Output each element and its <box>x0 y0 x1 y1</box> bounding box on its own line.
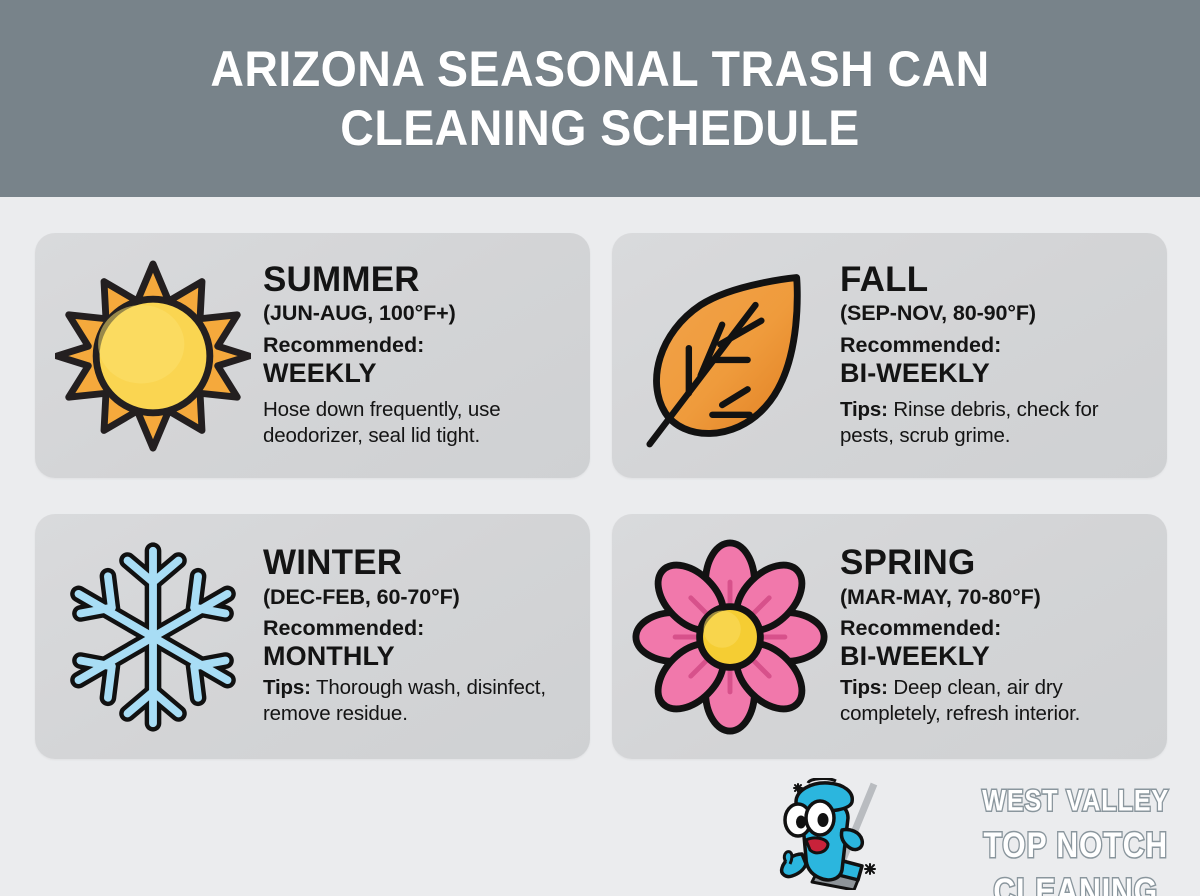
card-text-winter: WINTER (DEC-FEB, 60-70°F) Recommended: M… <box>257 543 574 727</box>
tips-body: Rinse debris, check for pests, scrub gri… <box>840 397 1099 447</box>
card-text-spring: SPRING (MAR-MAY, 70-80°F) Recommended: B… <box>834 543 1151 727</box>
season-card-fall[interactable]: FALL (SEP-NOV, 80-90°F) Recommended: BI-… <box>612 233 1167 478</box>
card-row-top: SUMMER (JUN-AUG, 100°F+) Recommended: WE… <box>35 233 1168 478</box>
recommended-label: Recommended: <box>263 332 425 357</box>
trash-can-mascot-icon <box>762 778 912 890</box>
season-name: FALL <box>840 259 929 299</box>
recommended-frequency: MONTHLY <box>263 641 395 672</box>
tips-body: Hose down frequently, use deodorizer, se… <box>263 397 501 447</box>
season-card-summer[interactable]: SUMMER (JUN-AUG, 100°F+) Recommended: WE… <box>35 233 590 478</box>
sun-icon <box>49 252 257 460</box>
recommended-label: Recommended: <box>840 332 1002 357</box>
logo-wordmark: WEST VALLEY TOP NOTCH CLEANING LET US DO… <box>912 778 1200 896</box>
season-cards-grid: SUMMER (JUN-AUG, 100°F+) Recommended: WE… <box>0 197 1200 767</box>
tips-prefix: Tips: <box>840 676 888 700</box>
page-title: ARIZONA SEASONAL TRASH CAN CLEANING SCHE… <box>210 40 990 156</box>
season-name: SPRING <box>840 543 976 583</box>
recommended-label: Recommended: <box>840 616 1002 640</box>
logo-line-two: TOP NOTCH CLEANING <box>982 825 1169 896</box>
snowflake-icon <box>49 533 257 741</box>
tips-text: Tips: Rinse debris, check for pests, scr… <box>840 397 1151 449</box>
page-header: ARIZONA SEASONAL TRASH CAN CLEANING SCHE… <box>0 0 1200 197</box>
tips-text: Tips: Deep clean, air dry completely, re… <box>840 675 1151 727</box>
season-range: (JUN-AUG, 100°F+) <box>263 301 456 326</box>
recommended-frequency: BI-WEEKLY <box>840 357 990 388</box>
company-logo[interactable]: WEST VALLEY TOP NOTCH CLEANING LET US DO… <box>762 778 1200 896</box>
tips-text: Tips: Thorough wash, disinfect, remove r… <box>263 675 574 727</box>
season-card-spring[interactable]: SPRING (MAR-MAY, 70-80°F) Recommended: B… <box>612 514 1167 759</box>
recommended-label: Recommended: <box>263 616 425 640</box>
card-text-summer: SUMMER (JUN-AUG, 100°F+) Recommended: WE… <box>257 259 574 449</box>
recommended-frequency: WEEKLY <box>263 357 377 388</box>
season-range: (DEC-FEB, 60-70°F) <box>263 584 460 609</box>
leaf-icon <box>626 252 834 460</box>
recommended-frequency: BI-WEEKLY <box>840 641 990 672</box>
season-range: (MAR-MAY, 70-80°F) <box>840 584 1041 609</box>
card-row-bottom: WINTER (DEC-FEB, 60-70°F) Recommended: M… <box>35 514 1168 759</box>
tips-text: Hose down frequently, use deodorizer, se… <box>263 397 574 449</box>
tips-prefix: Tips: <box>840 397 888 421</box>
logo-line-one: WEST VALLEY <box>981 783 1170 819</box>
tips-body: Thorough wash, disinfect, remove residue… <box>263 676 546 726</box>
flower-icon <box>626 533 834 741</box>
season-card-winter[interactable]: WINTER (DEC-FEB, 60-70°F) Recommended: M… <box>35 514 590 759</box>
season-range: (SEP-NOV, 80-90°F) <box>840 301 1036 326</box>
season-name: SUMMER <box>263 259 420 299</box>
tips-body: Deep clean, air dry completely, refresh … <box>840 676 1081 726</box>
tips-prefix: Tips: <box>263 676 311 700</box>
season-name: WINTER <box>263 543 403 583</box>
card-text-fall: FALL (SEP-NOV, 80-90°F) Recommended: BI-… <box>834 259 1151 449</box>
